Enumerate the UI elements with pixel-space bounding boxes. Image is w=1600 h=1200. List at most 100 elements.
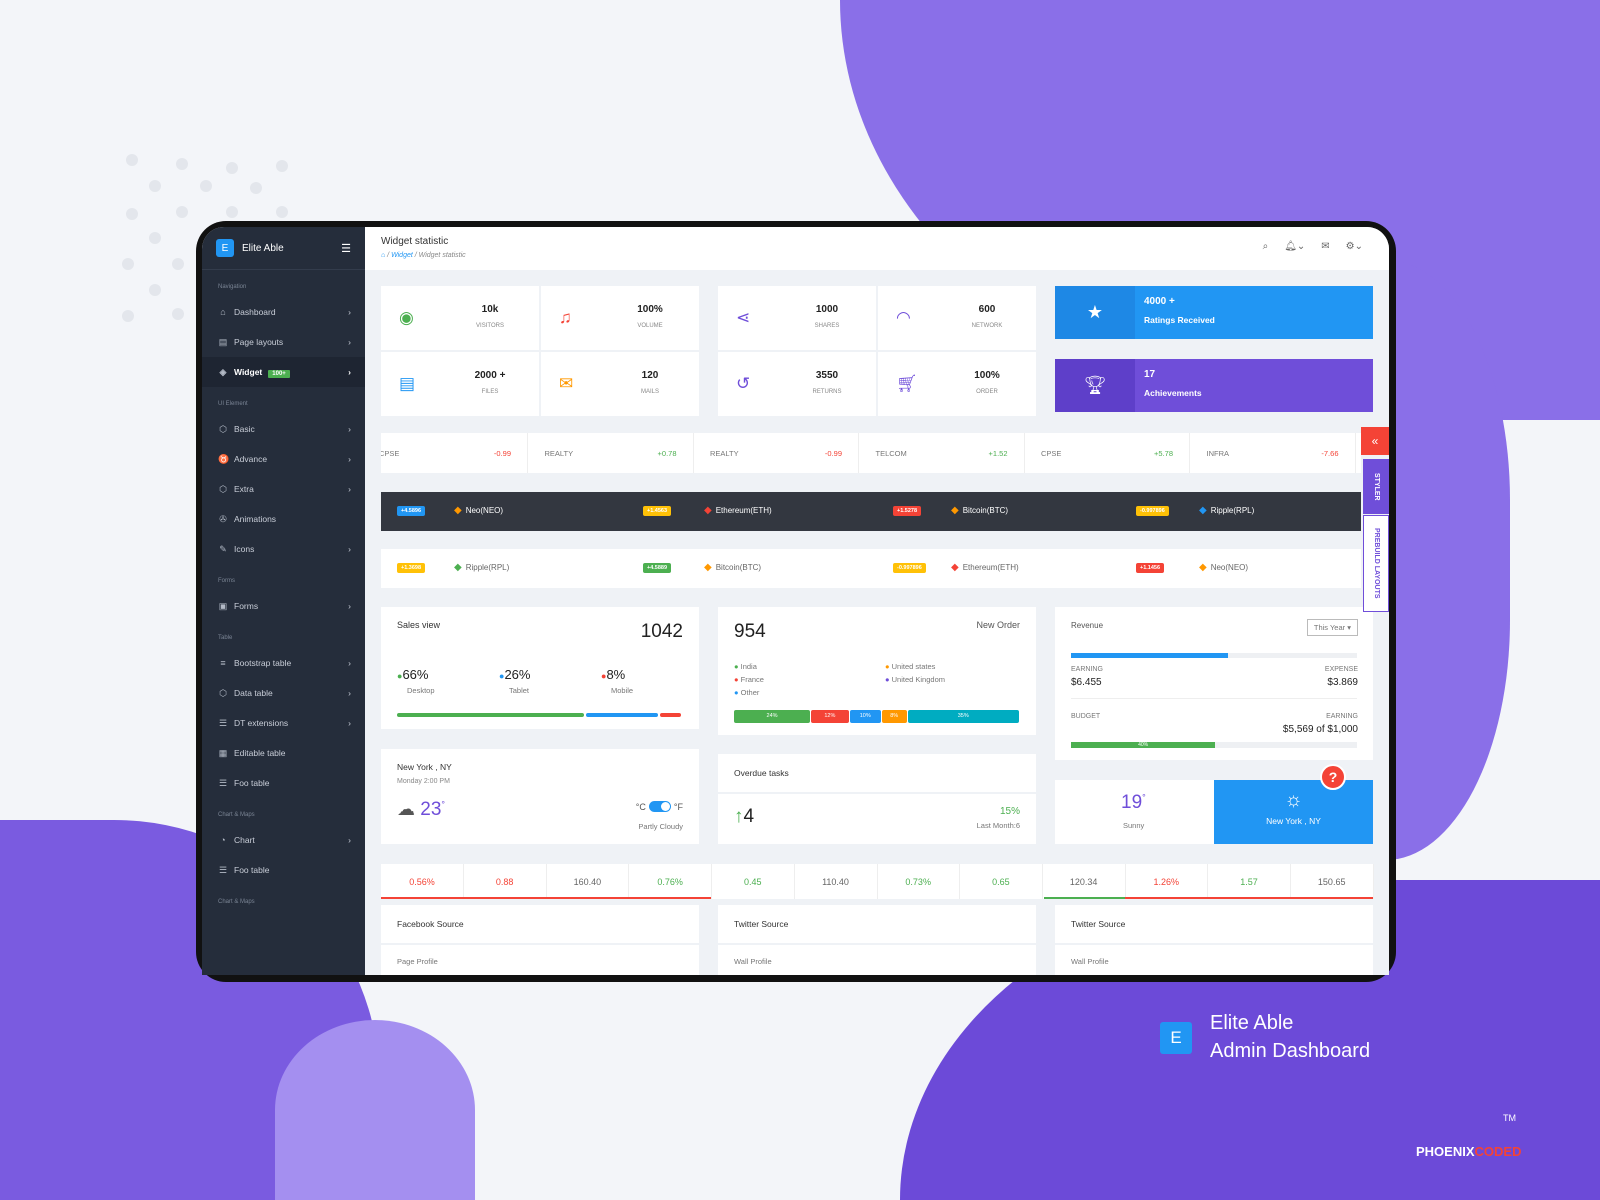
company-name-part: CODED [1474,1144,1522,1159]
dot [176,158,188,170]
sidebar-item-forms[interactable]: ▣ Forms › [202,591,365,621]
degree: ° [441,799,446,810]
number-cell: 1.57 [1208,864,1291,899]
ticker-name: TELCOM [875,448,907,458]
period-select[interactable]: This Year ▾ [1306,619,1358,636]
coin-ripplerpl[interactable]: ◆ Ripple(RPL) [1199,505,1254,516]
ticker-item: REALTY +0.78 [529,433,694,473]
styler-collapse-button[interactable]: « [1361,427,1389,455]
sidebar-item-basic[interactable]: ⬡ Basic › [202,414,365,444]
feather-icon: ✎ [219,543,227,554]
prebuild-layouts-tab[interactable]: PREBUILD LAYOUTS [1363,515,1389,612]
change-badge: +4.5889 [643,563,672,573]
coin-icon: ◆ [951,562,959,573]
number-cell: 120.34 [1043,864,1126,899]
sidebar-item-icons[interactable]: ✎ Icons › [202,534,365,564]
promo-title: Elite Able [1210,1012,1294,1034]
menu-toggle-icon[interactable]: ☰ [341,242,351,255]
help-button[interactable]: ? [1320,764,1346,790]
chevron-right-icon: › [348,601,351,611]
sidebar-item-animations[interactable]: ✇ Animations [202,504,365,534]
label-text: Chart [234,835,255,845]
number-cell: 0.88 [464,864,547,899]
coin-icon: ◆ [454,562,462,573]
sidebar-item-editable-table[interactable]: ▦ Editable table [202,738,365,768]
legend-dot: ● [499,671,505,681]
coin-bitcoinbtc[interactable]: ◆ Bitcoin(BTC) [704,562,761,573]
divider [1055,943,1373,945]
page-title: Widget statistic [381,236,449,247]
card-value: 17 [1144,369,1156,380]
coin-neoneo[interactable]: ◆ Neo(NEO) [1199,562,1248,573]
sidebar-item-data-table[interactable]: ⬡ Data table › [202,678,365,708]
sidebar-item-dt-extensions[interactable]: ☰ DT extensions › [202,708,365,738]
sidebar-item-chart[interactable]: ◔ Chart › [202,825,365,855]
stat-value: 100% [637,304,663,315]
legend-dot: ● [601,671,607,681]
chevron-right-icon: › [348,307,351,317]
unit-toggle[interactable]: °C °F [636,801,683,812]
period-value: This Year [1313,623,1346,632]
sidebar-item-dashboard[interactable]: ⌂ Dashboard › [202,297,365,327]
chevron-right-icon: › [348,688,351,698]
ticker-name: CPSE [381,448,400,458]
sidebar-item-foo-table[interactable]: ☰ Foo table [202,855,365,885]
legend-label: India [740,662,757,671]
cloud-drizzle-icon: ☁ [397,799,415,819]
sidebar-item-label: Foo table [234,778,351,788]
coin-name: Ethereum(ETH) [715,506,772,515]
sidebar-item-bootstrap-table[interactable]: ≡ Bootstrap table › [202,648,365,678]
coin-ethereumeth[interactable]: ◆ Ethereum(ETH) [951,562,1019,573]
stat-label: MAILS [640,389,659,395]
styler-tab[interactable]: STYLER [1363,459,1389,514]
revenue-budget-label: BUDGET [1071,713,1101,720]
sidebar-item-widget[interactable]: ◈ Widget 100+ › [202,357,365,387]
pct-value: 26% [504,667,531,682]
sidebar-item-label: Forms [234,601,348,611]
list-icon: ☰ [218,864,228,875]
ticker-value: -0.99 [824,448,842,458]
sidebar-item-label: Icons [234,544,348,554]
breadcrumb-widget[interactable]: Widget [391,252,413,259]
sun-icon: ☼ [1284,789,1303,811]
music-icon: ♫ [559,308,572,327]
coin-ripplerpl[interactable]: ◆ Ripple(RPL) [454,562,509,573]
change-badge: +1.1456 [1136,563,1165,573]
sidebar-item-foo-table[interactable]: ☰ Foo table [202,768,365,798]
stat-label: VOLUME [637,323,663,329]
ticker-item: REALTY -0.99 [694,433,859,473]
header-icons: ⌕ 🔔︎⌄ ✉ ⚙⌄ [1263,241,1363,252]
toggle-switch[interactable] [648,801,671,812]
mail-icon[interactable]: ✉ [1321,241,1330,252]
progress-fill: 40% [1071,742,1216,748]
search-icon[interactable]: ⌕ [1262,241,1269,252]
underline [1044,897,1125,899]
sidebar-item-label: Extra [234,484,348,494]
server-icon: ≡ [220,658,226,668]
label-text: Bootstrap table [234,658,292,668]
coin-ethereumeth[interactable]: ◆ Ethereum(ETH) [704,505,772,516]
sidebar-item-advance[interactable]: ♉ Advance › [202,444,365,474]
weather2-temp: 19° [1121,792,1146,814]
gear-icon[interactable]: ⚙⌄ [1345,241,1363,252]
sidebar-item-extra[interactable]: ⬡ Extra › [202,474,365,504]
trademark: TM [1503,1113,1516,1123]
home-icon[interactable]: ⌂ [381,252,386,259]
grid-icon: ▦ [218,747,228,758]
pct-value: 8% [606,667,626,682]
degree: ° [1142,792,1146,803]
order-bar-segment: 24% [734,710,811,723]
sidebar-item-label: Animations [234,514,351,524]
change-badge: +1.5278 [893,506,922,516]
content-layer: E Elite Able ☰ Navigation ⌂ Dashboard › ▤ Pag… [16,12,1584,1188]
weather2-condition: Sunny [1123,821,1145,830]
coin-bitcoinbtc[interactable]: ◆ Bitcoin(BTC) [951,505,1008,516]
sidebar-logo[interactable]: E Elite Able ☰ [202,227,365,270]
sidebar-item-page-layouts[interactable]: ▤ Page layouts › [202,327,365,357]
coin-neoneo[interactable]: ◆ Neo(NEO) [454,505,503,516]
number-cell: 150.65 [1291,864,1374,899]
pct-value: 66% [402,667,429,682]
legend-label: Other [740,688,760,697]
bell-icon[interactable]: 🔔︎⌄ [1284,241,1306,252]
weather-city: New York , NY [397,762,452,772]
